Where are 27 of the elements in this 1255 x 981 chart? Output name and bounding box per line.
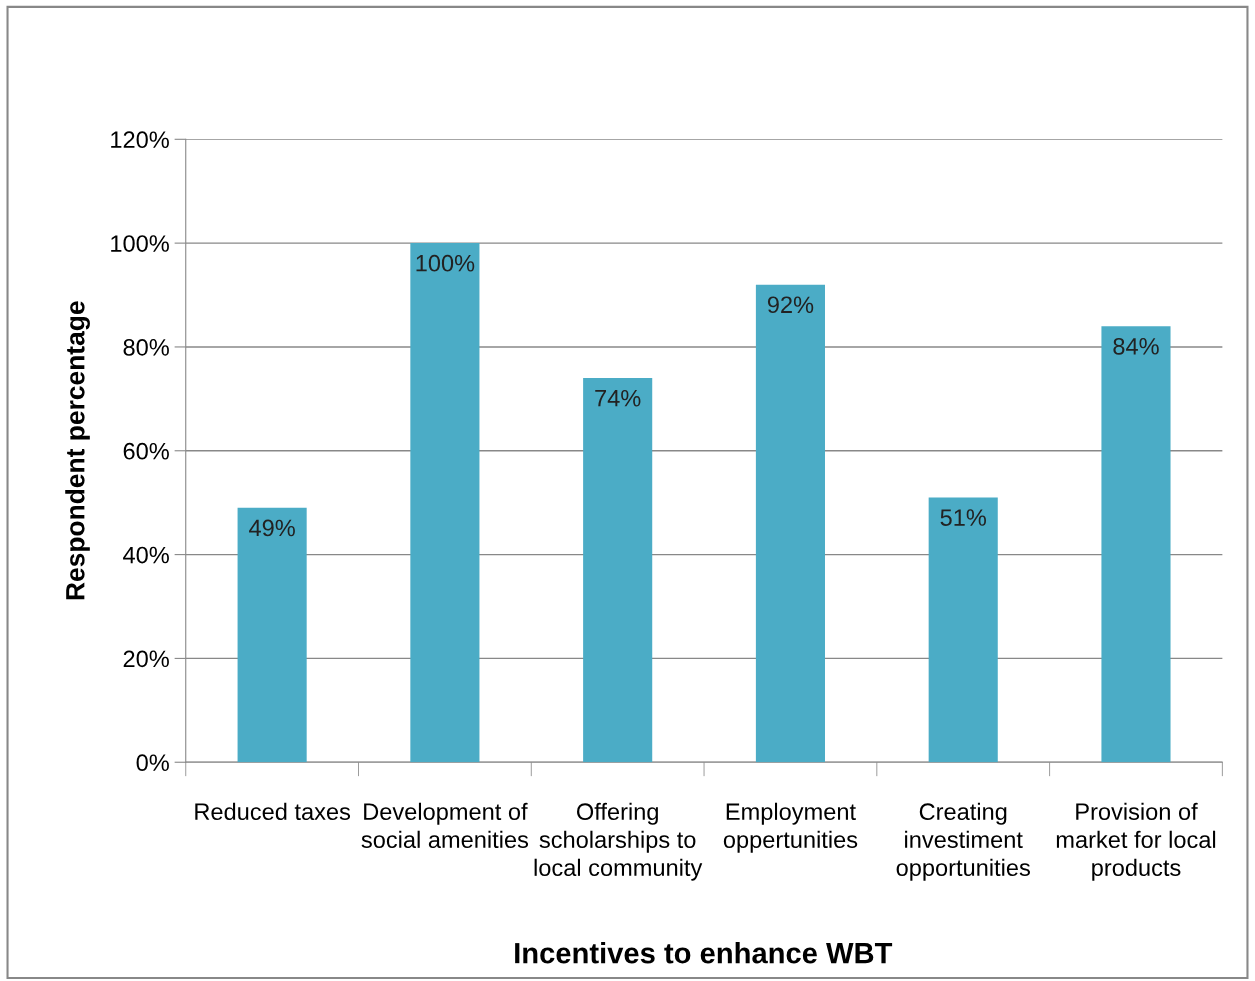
data-label: 92% [767, 296, 814, 314]
data-label: 84% [1113, 337, 1159, 355]
y-tick-label: 100% [111, 235, 169, 252]
bar [755, 284, 825, 763]
x-axis-title: Incentives to enhance WBT [515, 942, 893, 964]
y-tick-label: 120% [111, 131, 169, 149]
y-tick-label: 60% [123, 442, 169, 460]
x-tick-label: Offering scholarships to local community [534, 802, 703, 881]
bar [410, 243, 480, 763]
x-tick-label: Employment oppertunities [723, 802, 858, 853]
y-tick-label: 80% [123, 339, 169, 356]
y-axis-title: Respondent percentage [65, 301, 90, 600]
y-tick-label: 0% [136, 754, 169, 772]
bar [583, 378, 653, 763]
x-tick-label: Creating investiment opportunities [896, 802, 1030, 881]
data-label: 100% [416, 254, 475, 272]
x-tick-label: Provision of market for local products [1056, 802, 1216, 881]
y-tick-label: 40% [123, 546, 169, 564]
data-label: 49% [249, 519, 295, 537]
x-tick-label: Development of social amenities [361, 802, 529, 849]
bar [1101, 326, 1171, 763]
bar [237, 507, 307, 763]
data-label: 74% [595, 389, 641, 407]
data-label: 51% [940, 509, 986, 526]
y-tick-label: 20% [123, 650, 169, 668]
x-tick-label: Reduced taxes [195, 802, 351, 821]
bar [928, 497, 998, 763]
